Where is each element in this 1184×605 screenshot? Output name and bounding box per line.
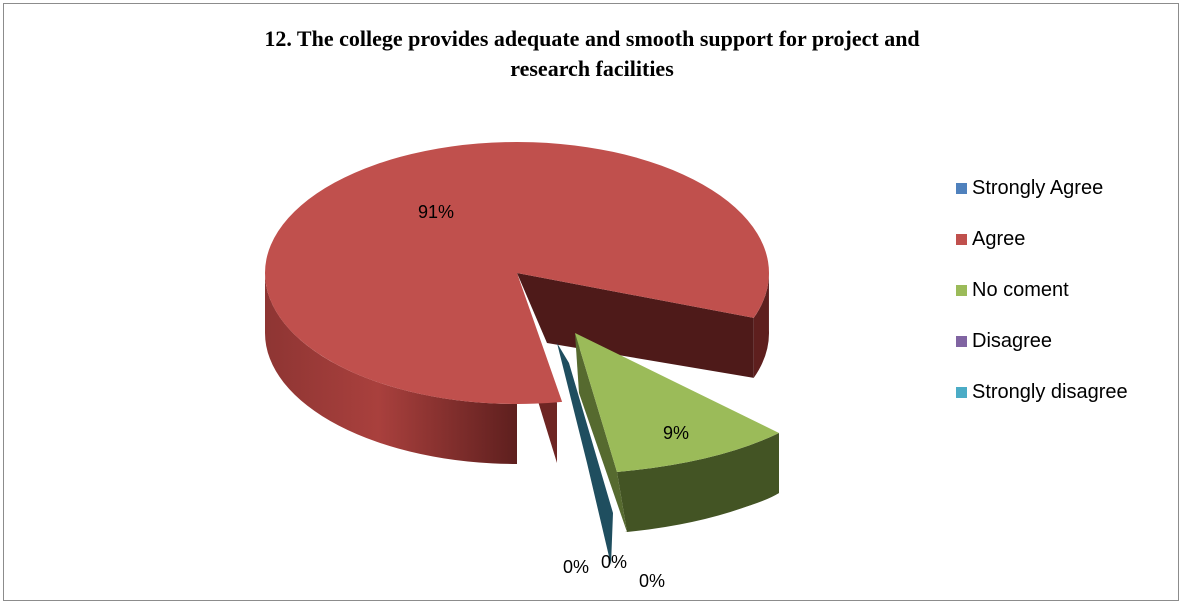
slice-no-coment bbox=[575, 333, 779, 472]
legend-label: No coment bbox=[972, 279, 1069, 301]
legend-swatch bbox=[956, 285, 967, 296]
data-label-strongly-disagree: 0% bbox=[639, 571, 665, 591]
slice-agree-side-rim bbox=[265, 273, 517, 464]
slice-agree-cut-face bbox=[517, 273, 754, 378]
slice-agree bbox=[265, 142, 770, 405]
legend-item-disagree: Disagree bbox=[956, 316, 1176, 367]
data-label-agree: 91% bbox=[418, 202, 454, 222]
slice-strongly-disagree bbox=[557, 343, 613, 565]
legend-swatch bbox=[956, 183, 967, 194]
data-label-strongly-agree: 0% bbox=[563, 557, 589, 577]
legend: Strongly Agree Agree No coment Disagree Stro… bbox=[956, 163, 1176, 418]
legend-item-agree: Agree bbox=[956, 214, 1176, 265]
legend-swatch bbox=[956, 387, 967, 398]
legend-item-strongly-agree: Strongly Agree bbox=[956, 163, 1176, 214]
chart-title: 12. The college provides adequate and sm… bbox=[0, 24, 1184, 84]
legend-item-no-coment: No coment bbox=[956, 265, 1176, 316]
legend-swatch bbox=[956, 234, 967, 245]
data-label-disagree: 0% bbox=[601, 552, 627, 572]
slice-no-coment-front bbox=[617, 433, 779, 532]
legend-label: Strongly Agree bbox=[972, 177, 1104, 199]
slice-agree-side-right bbox=[753, 270, 769, 378]
legend-swatch bbox=[956, 336, 967, 347]
legend-label: Disagree bbox=[972, 330, 1053, 352]
legend-label: Strongly disagree bbox=[972, 381, 1128, 403]
legend-label: Agree bbox=[972, 228, 1026, 250]
chart-title-line-1: 12. The college provides adequate and sm… bbox=[264, 26, 920, 51]
chart-title-line-2: research facilities bbox=[510, 56, 674, 81]
slice-no-coment-cut-face bbox=[575, 333, 627, 532]
legend-item-strongly-disagree: Strongly disagree bbox=[956, 367, 1176, 418]
data-label-no-coment: 9% bbox=[663, 423, 689, 443]
